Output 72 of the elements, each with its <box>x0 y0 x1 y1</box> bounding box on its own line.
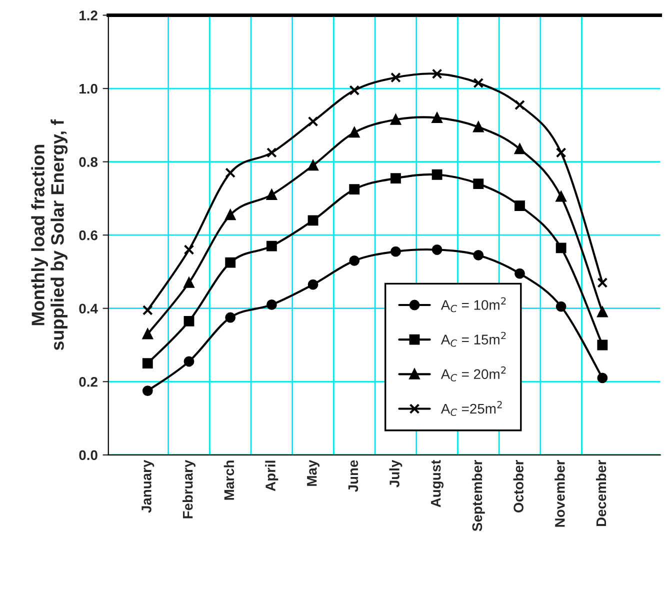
point <box>432 68 442 80</box>
point <box>225 210 236 220</box>
point <box>556 147 566 158</box>
point <box>308 215 318 226</box>
point <box>266 147 277 158</box>
point <box>225 168 236 178</box>
point <box>184 244 194 255</box>
x-tick-label: March <box>224 460 234 500</box>
point <box>597 372 608 384</box>
point <box>390 246 401 257</box>
point <box>390 114 401 125</box>
point <box>225 257 236 268</box>
point <box>432 244 442 255</box>
y-tick-label: 0.2 <box>79 376 98 387</box>
point <box>473 250 484 260</box>
y-tick-label: 0.4 <box>79 304 98 314</box>
x-tick-label: December <box>596 460 606 526</box>
point <box>514 100 525 110</box>
point <box>142 304 153 316</box>
x-tick-label: June <box>348 460 358 492</box>
x-tick-label: May <box>307 460 320 486</box>
y-tick-label: 1.2 <box>80 10 98 20</box>
point <box>556 191 566 202</box>
point <box>308 279 318 290</box>
point <box>349 127 360 138</box>
x-tick-label: January <box>142 460 154 513</box>
point <box>142 328 153 340</box>
x-tick-label: September <box>472 460 485 532</box>
x-tick-label: August <box>431 460 444 508</box>
point <box>184 277 194 288</box>
point <box>142 386 153 396</box>
x-tick-label: April <box>265 460 278 492</box>
point <box>432 112 442 124</box>
point <box>266 240 277 252</box>
point <box>597 306 608 318</box>
text: 0.0 <box>79 450 98 460</box>
point <box>266 190 277 200</box>
text: 1.0 <box>80 84 98 94</box>
point <box>266 299 277 310</box>
legend-label: A$_{C}$ = 20m$^{2}$ <box>440 366 506 382</box>
legend-label: A$_{C}$ =25m$^{2}$ <box>440 400 502 416</box>
point <box>514 268 525 279</box>
point <box>390 72 401 83</box>
point <box>473 78 484 88</box>
point <box>432 169 442 180</box>
point <box>349 85 360 96</box>
point <box>184 316 194 326</box>
y-tick-label: 0.8 <box>79 157 98 167</box>
x-tick-label: November <box>554 460 565 527</box>
point <box>349 184 360 194</box>
x-tick-label: February <box>182 460 196 518</box>
y-axis-title: Monthly load fraction supplied by Solar Energy, f <box>31 119 68 350</box>
point <box>142 358 153 369</box>
legend-label: A$_{C}$ = 15m$^{2}$ <box>440 332 506 347</box>
point <box>390 173 401 184</box>
point <box>308 160 318 171</box>
point <box>597 340 608 350</box>
point <box>184 356 194 367</box>
point <box>597 277 608 288</box>
point <box>225 312 236 323</box>
legend-label: A$_{C}$ = 10m$^{2}$ <box>440 297 506 312</box>
x-tick-label: July <box>389 460 402 488</box>
point <box>473 122 484 132</box>
point <box>308 116 318 127</box>
point <box>514 144 525 154</box>
point <box>349 256 360 266</box>
point <box>514 200 525 211</box>
y-tick-label: 0.6 <box>79 230 98 240</box>
point <box>473 178 484 189</box>
point <box>556 301 566 312</box>
x-tick-label: October <box>513 460 524 512</box>
point <box>556 242 566 254</box>
